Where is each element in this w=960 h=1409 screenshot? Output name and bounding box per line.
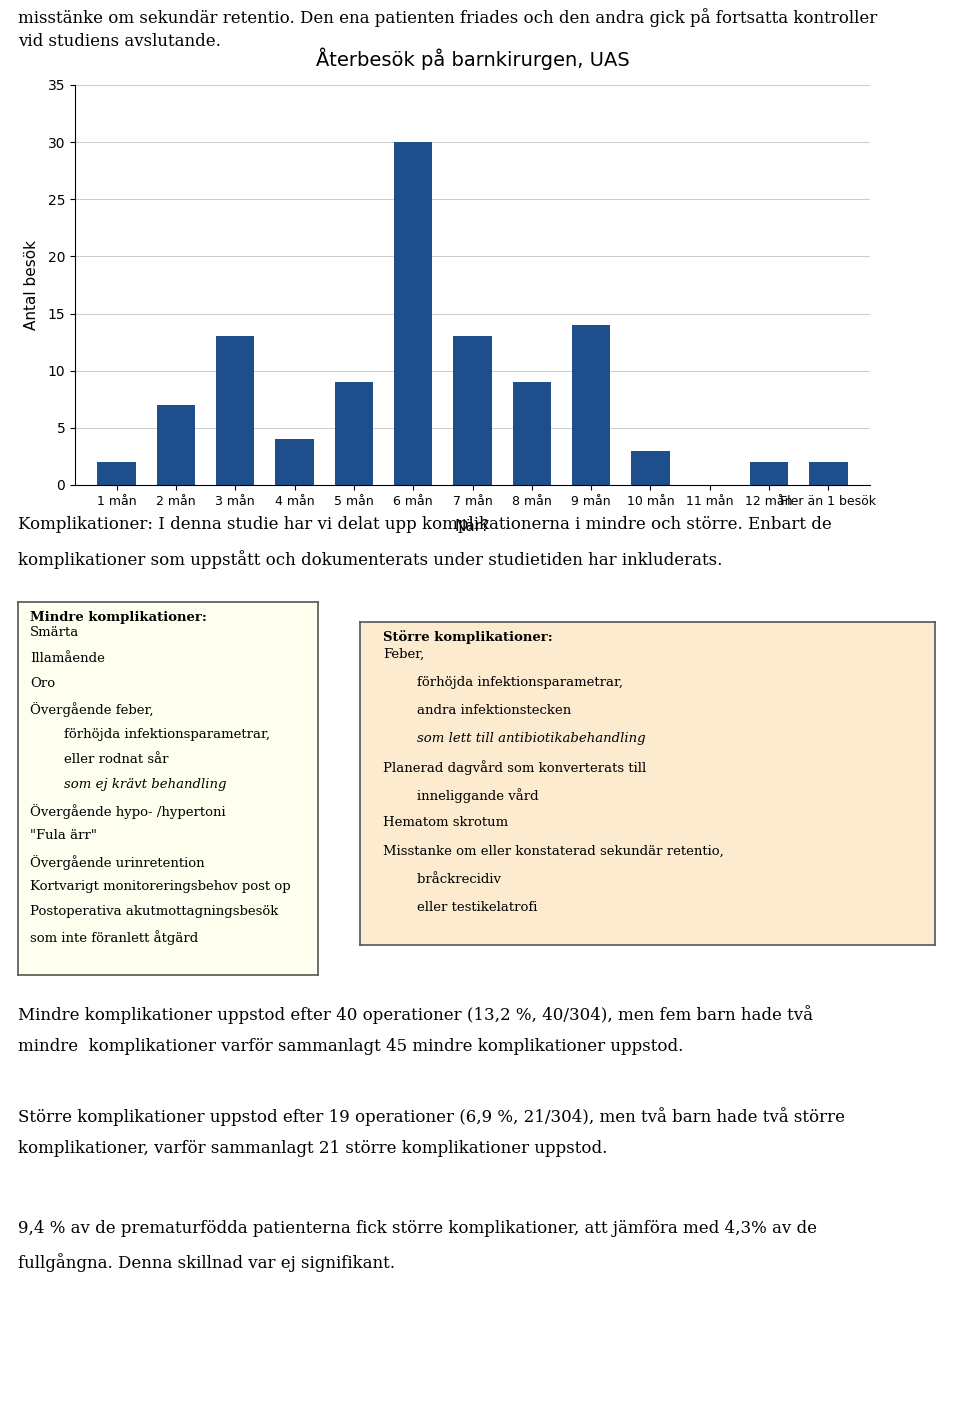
Bar [809,462,848,485]
Bar [632,451,670,485]
Bar [453,337,492,485]
Bar [97,462,135,485]
Text: eller testikelatrofi: eller testikelatrofi [383,900,538,914]
Text: Oro: Oro [30,676,55,690]
Bar [216,337,254,485]
Bar [750,462,788,485]
Text: komplikationer som uppstått och dokumenterats under studietiden har inkluderats.: komplikationer som uppstått och dokument… [18,550,722,569]
Text: som ej krävt behandling: som ej krävt behandling [30,778,227,792]
Text: Övergående urinretention: Övergående urinretention [30,854,204,869]
Text: förhöjda infektionsparametrar,: förhöjda infektionsparametrar, [30,727,270,741]
Text: Postoperativa akutmottagningsbesök: Postoperativa akutmottagningsbesök [30,905,278,919]
Bar [513,382,551,485]
Bar [156,404,195,485]
Text: Planerad dagvård som konverterats till: Planerad dagvård som konverterats till [383,761,646,775]
Text: 9,4 % av de prematurfödda patienterna fick större komplikationer, att jämföra me: 9,4 % av de prematurfödda patienterna fi… [18,1220,817,1237]
Text: som inte föranlett åtgärd: som inte föranlett åtgärd [30,930,199,945]
Text: misstänke om sekundär retentio. Den ena patienten friades och den andra gick på : misstänke om sekundär retentio. Den ena … [18,8,877,27]
Text: förhöjda infektionsparametrar,: förhöjda infektionsparametrar, [383,676,623,689]
Text: Illamående: Illamående [30,651,105,665]
Text: Smärta: Smärta [30,626,80,640]
Text: inneliggande vård: inneliggande vård [383,789,539,803]
Text: vid studiens avslutande.: vid studiens avslutande. [18,32,221,49]
Bar [276,440,314,485]
Text: Feber,: Feber, [383,648,424,661]
Text: Övergående feber,: Övergående feber, [30,702,154,717]
Text: Större komplikationer uppstod efter 19 operationer (6,9 %, 21/304), men två barn: Större komplikationer uppstod efter 19 o… [18,1107,845,1126]
Text: som lett till antibiotikabehandling: som lett till antibiotikabehandling [383,733,646,745]
Y-axis label: Antal besök: Antal besök [24,240,39,330]
Bar [572,325,611,485]
Text: "Fula ärr": "Fula ärr" [30,828,97,843]
X-axis label: När?: När? [455,519,490,534]
Text: andra infektionstecken: andra infektionstecken [383,704,571,717]
Text: eller rodnat sår: eller rodnat sår [30,752,169,766]
Text: fullgångna. Denna skillnad var ej signifikant.: fullgångna. Denna skillnad var ej signif… [18,1253,395,1272]
Text: komplikationer, varför sammanlagt 21 större komplikationer uppstod.: komplikationer, varför sammanlagt 21 stö… [18,1140,608,1157]
Text: Övergående hypo- /hypertoni: Övergående hypo- /hypertoni [30,803,226,819]
Text: Misstanke om eller konstaterad sekundär retentio,: Misstanke om eller konstaterad sekundär … [383,844,724,858]
Text: Mindre komplikationer:: Mindre komplikationer: [30,612,206,624]
Text: Komplikationer: I denna studie har vi delat upp komplikationerna i mindre och st: Komplikationer: I denna studie har vi de… [18,516,831,533]
Text: Mindre komplikationer uppstod efter 40 operationer (13,2 %, 40/304), men fem bar: Mindre komplikationer uppstod efter 40 o… [18,1005,813,1024]
Text: mindre  komplikationer varför sammanlagt 45 mindre komplikationer uppstod.: mindre komplikationer varför sammanlagt … [18,1038,684,1055]
Text: Hematom skrotum: Hematom skrotum [383,816,508,830]
Title: Återbesök på barnkirurgen, UAS: Återbesök på barnkirurgen, UAS [316,46,630,69]
Bar [335,382,373,485]
Text: Större komplikationer:: Större komplikationer: [383,630,553,644]
Text: Kortvarigt monitoreringsbehov post op: Kortvarigt monitoreringsbehov post op [30,879,291,893]
Text: bråckrecidiv: bråckrecidiv [383,872,501,886]
Bar [394,142,432,485]
